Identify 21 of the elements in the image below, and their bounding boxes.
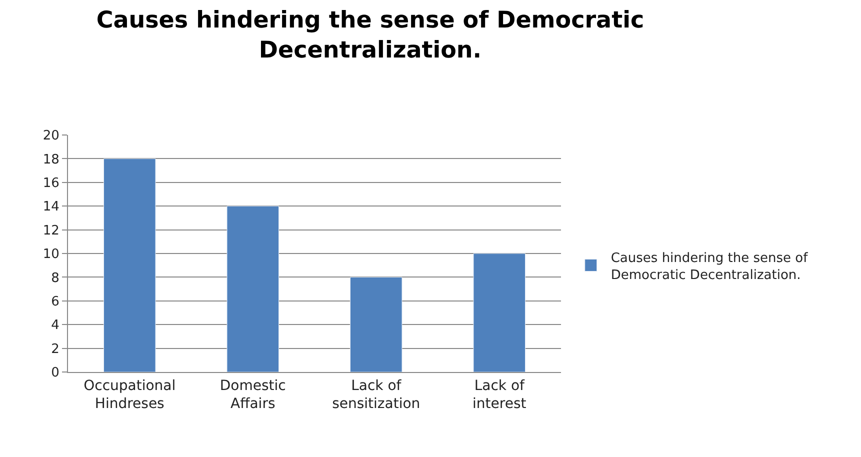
chart-title: Causes hindering the sense of Democratic Decentralization. — [96, 7, 644, 64]
bar — [473, 253, 526, 372]
y-tick-label: 4 — [51, 318, 60, 334]
y-tick-label: 18 — [42, 152, 60, 168]
legend-label: Causes hindering the sense of Democratic Decentralization. — [610, 250, 808, 283]
y-tick-label: 10 — [42, 247, 60, 262]
x-tick-label: Lack of interest — [472, 378, 527, 412]
bar — [350, 276, 402, 372]
y-tick-label: 16 — [42, 176, 60, 191]
y-tick-label: 8 — [51, 270, 60, 286]
x-tick-label: Lack of sensitization — [332, 378, 420, 412]
x-tick-label: Domestic Affairs — [220, 378, 286, 412]
y-tick-label: 14 — [42, 200, 60, 215]
y-tick-label: 6 — [51, 294, 60, 310]
bar — [226, 206, 280, 372]
bar — [103, 158, 156, 372]
y-tick-label: 2 — [51, 342, 60, 357]
y-tick-label: 0 — [51, 366, 60, 381]
y-tick-label: 12 — [42, 223, 60, 238]
y-tick-label: 20 — [42, 128, 60, 144]
x-tick-label: Occupational Hindreses — [84, 378, 176, 412]
